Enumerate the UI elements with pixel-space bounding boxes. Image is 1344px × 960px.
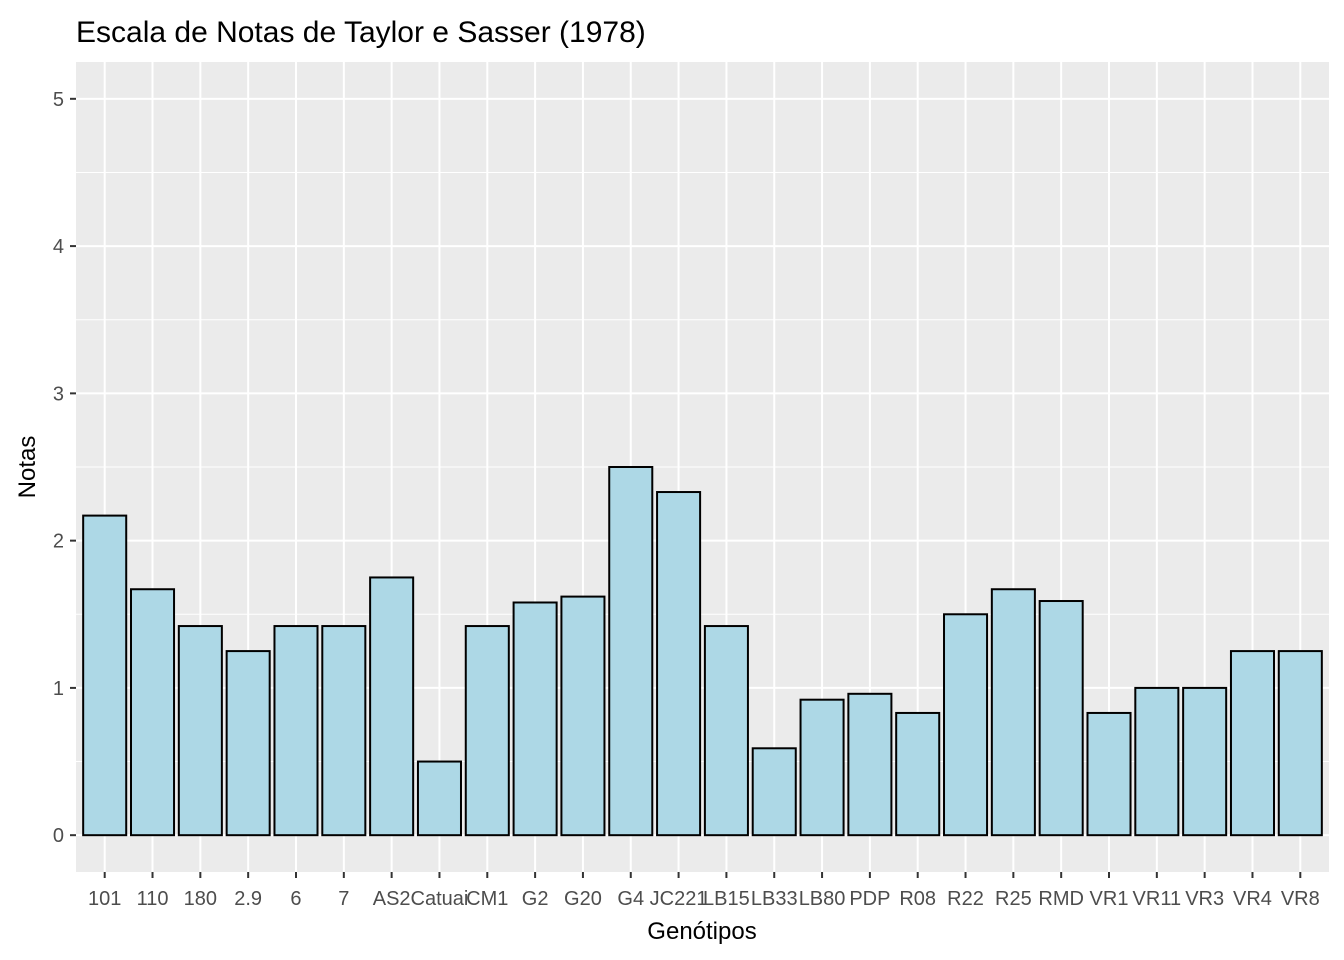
bar-VR1 [1086, 711, 1132, 837]
x-tick-label: RMD [1038, 888, 1084, 910]
y-tick-label: 0 [53, 825, 64, 847]
bar-RMD [1038, 600, 1084, 837]
bar-G2 [512, 601, 558, 837]
bar-CM1 [464, 625, 510, 837]
y-tick-label: 2 [53, 531, 64, 553]
y-tick-label: 1 [53, 678, 64, 700]
bar-101 [82, 514, 128, 837]
x-tick-label: VR11 [1133, 888, 1182, 910]
bar-LB33 [751, 747, 797, 837]
y-tick-label: 5 [53, 89, 64, 111]
x-tick-label: PDP [849, 888, 890, 910]
bar-VR3 [1182, 686, 1228, 837]
x-tick-label: LB33 [751, 888, 798, 910]
y-axis: 0 1 2 3 4 5 [53, 89, 76, 847]
x-tick-label: G20 [564, 888, 602, 910]
bar-R22 [943, 613, 989, 837]
x-tick-label: VR4 [1233, 888, 1272, 910]
bar-AS2 [369, 576, 415, 837]
x-tick-label: Catuai [411, 888, 469, 910]
x-tick-label: JC221 [650, 888, 708, 910]
bar-PDP [847, 692, 893, 837]
bar-110 [129, 588, 176, 837]
bar-Catuai [416, 760, 462, 837]
bar-VR4 [1229, 650, 1276, 837]
x-tick-label: AS2 [373, 888, 411, 910]
bars-group [82, 466, 1323, 837]
bar-G4 [608, 466, 654, 837]
x-tick-label: VR3 [1185, 888, 1224, 910]
bar-JC221 [656, 491, 702, 837]
x-tick-label: CM1 [466, 888, 508, 910]
x-axis-title: Genótipos [647, 918, 756, 945]
x-tick-label: G2 [522, 888, 549, 910]
bar-2.9 [225, 650, 271, 837]
bar-G20 [560, 595, 606, 837]
x-tick-label: R08 [899, 888, 936, 910]
x-tick-label: 6 [290, 888, 301, 910]
y-axis-title: Notas [14, 436, 41, 499]
bar-R25 [990, 588, 1036, 837]
x-tick-label: 7 [338, 888, 349, 910]
y-tick-label: 4 [53, 236, 64, 258]
chart-title: Escala de Notas de Taylor e Sasser (1978… [76, 16, 646, 49]
bar-7 [321, 625, 367, 837]
x-tick-label: LB80 [799, 888, 846, 910]
bar-VR11 [1134, 686, 1180, 837]
x-tick-label: R25 [995, 888, 1032, 910]
bar-LB80 [799, 698, 845, 837]
x-tick-label: 2.9 [234, 888, 262, 910]
bar-VR8 [1277, 650, 1323, 837]
bar-R08 [895, 711, 941, 837]
x-tick-label: 101 [88, 888, 121, 910]
x-tick-label: VR1 [1090, 888, 1129, 910]
x-tick-label: VR8 [1281, 888, 1320, 910]
x-tick-label: 180 [184, 888, 217, 910]
bar-180 [177, 625, 223, 837]
bar-LB15 [703, 625, 749, 837]
bar-6 [273, 625, 319, 837]
x-tick-label: LB15 [703, 888, 750, 910]
x-tick-label: R22 [947, 888, 984, 910]
x-tick-label: G4 [617, 888, 644, 910]
y-tick-label: 3 [53, 383, 64, 405]
x-tick-label: 110 [137, 888, 169, 910]
